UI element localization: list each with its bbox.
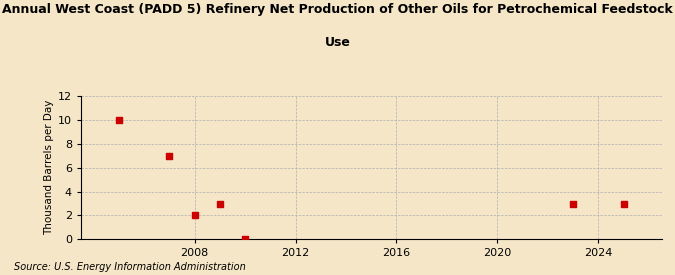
Point	[164, 154, 175, 158]
Point	[215, 201, 225, 206]
Point	[618, 201, 629, 206]
Point	[189, 213, 200, 218]
Text: Source: U.S. Energy Information Administration: Source: U.S. Energy Information Administ…	[14, 262, 245, 272]
Point	[113, 118, 124, 122]
Point	[568, 201, 578, 206]
Y-axis label: Thousand Barrels per Day: Thousand Barrels per Day	[44, 100, 54, 235]
Text: Annual West Coast (PADD 5) Refinery Net Production of Other Oils for Petrochemic: Annual West Coast (PADD 5) Refinery Net …	[2, 3, 673, 16]
Point	[240, 236, 250, 241]
Text: Use: Use	[325, 36, 350, 49]
